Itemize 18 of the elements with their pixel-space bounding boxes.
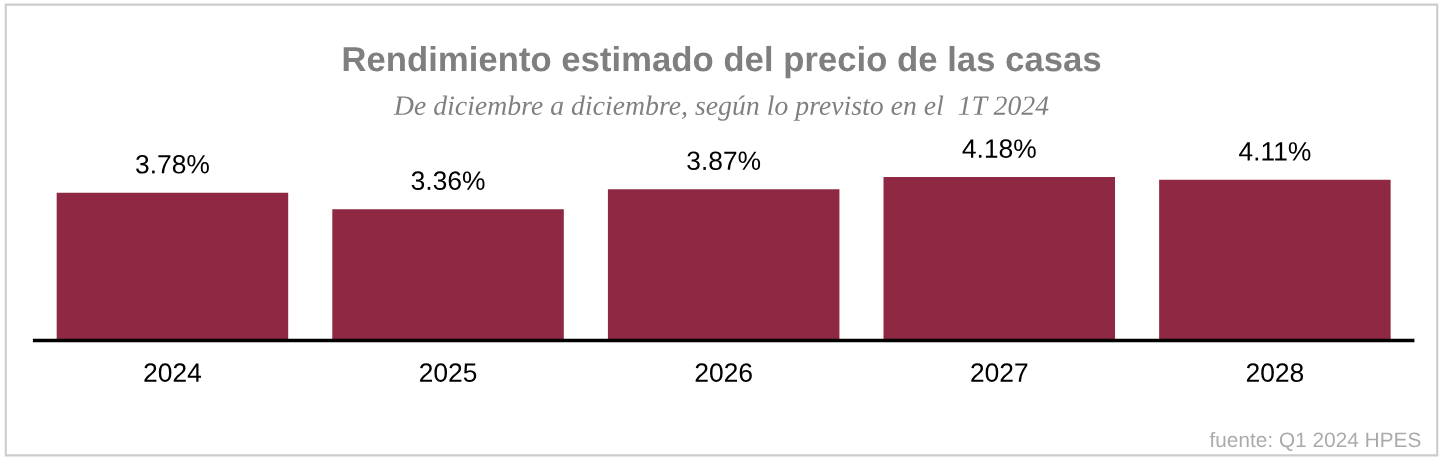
bar	[607, 189, 840, 341]
x-tick-label: 2026	[695, 363, 752, 383]
source-note: fuente: Q1 2024 HPES	[1209, 431, 1421, 451]
data-label: 4.11%	[1239, 142, 1311, 161]
bar	[332, 209, 564, 341]
x-tick-label: 2025	[420, 363, 477, 383]
bar	[1159, 179, 1391, 341]
data-label: 3.36%	[411, 171, 485, 191]
chart-subtitle: De diciembre a diciembre, según lo previsto en el 1T 2024	[393, 95, 1049, 121]
data-label: 3.87%	[687, 151, 761, 171]
x-tick-label: 2028	[1246, 363, 1304, 383]
bar	[883, 177, 1116, 341]
x-tick-label: 2024	[144, 363, 202, 383]
data-label: 4.18%	[962, 139, 1036, 158]
bar	[56, 192, 289, 341]
chart-title: Rendimiento estimado del precio de las casas	[343, 45, 1101, 79]
data-label: 3.78%	[136, 154, 209, 174]
x-tick-label: 2027	[971, 363, 1028, 383]
